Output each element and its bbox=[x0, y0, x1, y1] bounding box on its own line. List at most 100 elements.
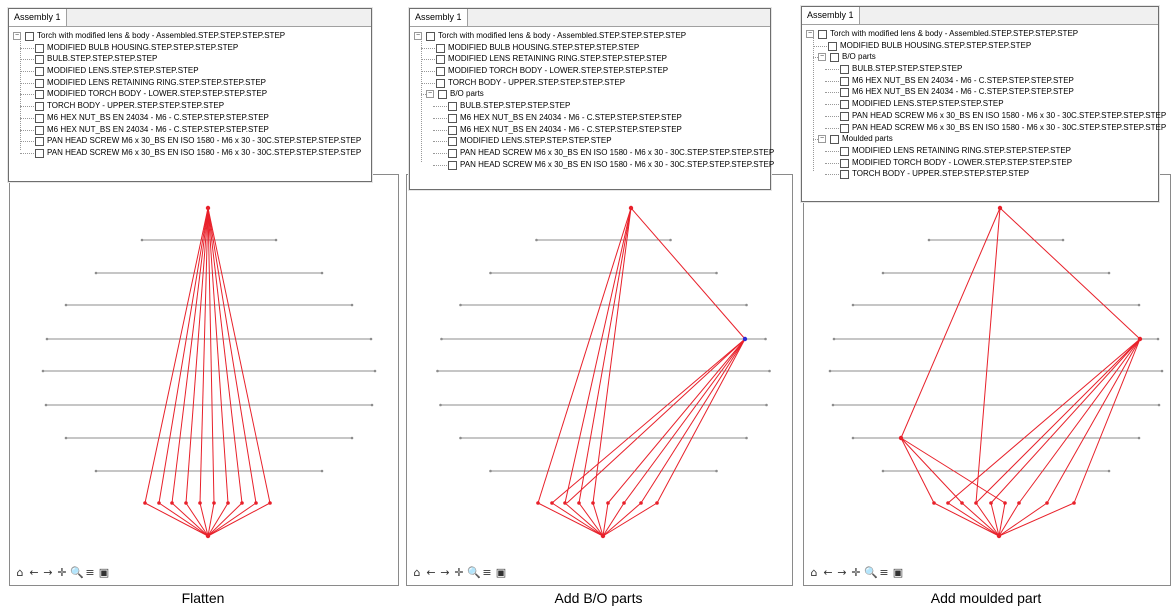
tree-checkbox[interactable] bbox=[436, 43, 445, 53]
tree-checkbox[interactable] bbox=[35, 78, 44, 88]
tree-checkbox[interactable] bbox=[35, 67, 44, 77]
tree-checkbox[interactable] bbox=[35, 125, 44, 135]
tree-checkbox[interactable] bbox=[438, 90, 447, 100]
tree-checkbox[interactable] bbox=[828, 41, 837, 51]
tree-item[interactable]: MODIFIED LENS.STEP.STEP.STEP.STEP bbox=[9, 65, 371, 77]
tree-checkbox[interactable] bbox=[436, 55, 445, 65]
zoom-icon[interactable]: 🔍 bbox=[70, 566, 84, 579]
tree-item[interactable]: MODIFIED BULB HOUSING.STEP.STEP.STEP.STE… bbox=[410, 42, 770, 54]
tree-item[interactable]: M6 HEX NUT_BS EN 24034 - M6 - C.STEP.STE… bbox=[802, 75, 1158, 87]
home-icon[interactable]: ⌂ bbox=[413, 566, 421, 579]
tree-item[interactable]: PAN HEAD SCREW M6 x 30_BS EN ISO 1580 - … bbox=[410, 159, 774, 171]
collapse-toggle-icon[interactable]: − bbox=[414, 32, 422, 40]
configure-icon[interactable]: ≡ bbox=[879, 566, 889, 579]
tree-checkbox[interactable] bbox=[436, 78, 445, 88]
tree-checkbox[interactable] bbox=[840, 146, 849, 156]
tree-item[interactable]: BULB.STEP.STEP.STEP.STEP bbox=[410, 100, 770, 112]
tree-checkbox[interactable] bbox=[35, 90, 44, 100]
tree-checkbox[interactable] bbox=[35, 113, 44, 123]
save-icon[interactable]: ▣ bbox=[495, 566, 507, 579]
tree-item[interactable]: BULB.STEP.STEP.STEP.STEP bbox=[802, 63, 1158, 75]
collapse-toggle-icon[interactable]: − bbox=[426, 90, 434, 99]
tree-group-node[interactable]: − B/O parts bbox=[410, 88, 770, 100]
tree-item[interactable]: TORCH BODY - UPPER.STEP.STEP.STEP.STEP bbox=[802, 168, 1158, 180]
tree-checkbox[interactable] bbox=[840, 158, 849, 168]
tree-item[interactable]: − Torch with modified lens & body - Assem… bbox=[9, 30, 371, 42]
tree-checkbox[interactable] bbox=[840, 123, 849, 133]
tab-assembly-1[interactable]: Assembly 1 bbox=[802, 7, 860, 24]
tree-item[interactable]: TORCH BODY - UPPER.STEP.STEP.STEP.STEP bbox=[410, 77, 770, 89]
tree-item[interactable]: PAN HEAD SCREW M6 x 30_BS EN ISO 1580 - … bbox=[802, 122, 1166, 134]
tab-assembly-1[interactable]: Assembly 1 bbox=[9, 9, 67, 26]
forward-arrow-icon[interactable]: → bbox=[440, 566, 450, 579]
tree-item[interactable]: MODIFIED LENS RETAINING RING.STEP.STEP.S… bbox=[9, 77, 371, 89]
tree-item[interactable]: MODIFIED BULB HOUSING.STEP.STEP.STEP.STE… bbox=[802, 40, 1158, 52]
tree-checkbox[interactable] bbox=[35, 55, 44, 65]
tree-item[interactable]: BULB.STEP.STEP.STEP.STEP bbox=[9, 53, 371, 65]
tree-group-node[interactable]: − Moulded parts bbox=[802, 133, 1158, 145]
tab-assembly-1[interactable]: Assembly 1 bbox=[410, 9, 468, 26]
tree-checkbox[interactable] bbox=[35, 102, 44, 112]
tree-item[interactable]: MODIFIED TORCH BODY - LOWER.STEP.STEP.ST… bbox=[9, 88, 371, 100]
graph-canvas[interactable]: ⌂ ← → ✛ 🔍 ≡ ▣ bbox=[406, 174, 793, 586]
tree-checkbox[interactable] bbox=[35, 137, 44, 147]
tree-item[interactable]: MODIFIED LENS RETAINING RING.STEP.STEP.S… bbox=[802, 145, 1158, 157]
configure-icon[interactable]: ≡ bbox=[85, 566, 95, 579]
graph-canvas[interactable]: ⌂ ← → ✛ 🔍 ≡ ▣ bbox=[803, 174, 1171, 586]
tree-checkbox[interactable] bbox=[840, 76, 849, 86]
graph-canvas[interactable]: ⌂ ← → ✛ 🔍 ≡ ▣ bbox=[9, 174, 399, 586]
tree-item[interactable]: PAN HEAD SCREW M6 x 30_BS EN ISO 1580 - … bbox=[9, 135, 371, 147]
tree-checkbox[interactable] bbox=[448, 102, 457, 112]
tree-item[interactable]: MODIFIED LENS.STEP.STEP.STEP.STEP bbox=[802, 98, 1158, 110]
tree-checkbox[interactable] bbox=[436, 67, 445, 77]
configure-icon[interactable]: ≡ bbox=[482, 566, 492, 579]
tree-item[interactable]: PAN HEAD SCREW M6 x 30_BS EN ISO 1580 - … bbox=[410, 147, 774, 159]
tree-item[interactable]: MODIFIED LENS RETAINING RING.STEP.STEP.S… bbox=[410, 53, 770, 65]
tree-item[interactable]: M6 HEX NUT_BS EN 24034 - M6 - C.STEP.STE… bbox=[802, 86, 1158, 98]
collapse-toggle-icon[interactable]: − bbox=[818, 135, 826, 144]
tree-checkbox[interactable] bbox=[448, 113, 457, 123]
tree-item[interactable]: M6 HEX NUT_BS EN 24034 - M6 - C.STEP.STE… bbox=[9, 112, 371, 124]
tree-item[interactable]: MODIFIED BULB HOUSING.STEP.STEP.STEP.STE… bbox=[9, 42, 371, 54]
forward-arrow-icon[interactable]: → bbox=[837, 566, 847, 579]
tree-item[interactable]: M6 HEX NUT_BS EN 24034 - M6 - C.STEP.STE… bbox=[410, 124, 770, 136]
pan-icon[interactable]: ✛ bbox=[454, 566, 464, 579]
back-arrow-icon[interactable]: ← bbox=[823, 566, 833, 579]
tree-item[interactable]: M6 HEX NUT_BS EN 24034 - M6 - C.STEP.STE… bbox=[9, 124, 371, 136]
tree-item[interactable]: MODIFIED TORCH BODY - LOWER.STEP.STEP.ST… bbox=[410, 65, 770, 77]
tree-checkbox[interactable] bbox=[840, 88, 849, 98]
back-arrow-icon[interactable]: ← bbox=[426, 566, 436, 579]
tree-checkbox[interactable] bbox=[35, 148, 44, 158]
home-icon[interactable]: ⌂ bbox=[16, 566, 24, 579]
zoom-icon[interactable]: 🔍 bbox=[864, 566, 878, 579]
tree-checkbox[interactable] bbox=[840, 100, 849, 110]
tree-item[interactable]: MODIFIED TORCH BODY - LOWER.STEP.STEP.ST… bbox=[802, 157, 1158, 169]
tree-checkbox[interactable] bbox=[448, 148, 457, 158]
tree-checkbox[interactable] bbox=[830, 53, 839, 63]
tree-item[interactable]: MODIFIED LENS.STEP.STEP.STEP.STEP bbox=[410, 135, 770, 147]
collapse-toggle-icon[interactable]: − bbox=[13, 32, 21, 40]
tree-item[interactable]: − Torch with modified lens & body - Assem… bbox=[410, 30, 770, 42]
tree-checkbox[interactable] bbox=[830, 135, 839, 145]
tree-checkbox[interactable] bbox=[448, 125, 457, 135]
tree-checkbox[interactable] bbox=[840, 111, 849, 121]
save-icon[interactable]: ▣ bbox=[892, 566, 904, 579]
pan-icon[interactable]: ✛ bbox=[57, 566, 67, 579]
tree-checkbox[interactable] bbox=[448, 160, 457, 170]
collapse-toggle-icon[interactable]: − bbox=[818, 53, 826, 62]
forward-arrow-icon[interactable]: → bbox=[43, 566, 53, 579]
tree-checkbox[interactable] bbox=[840, 170, 849, 180]
tree-item[interactable]: PAN HEAD SCREW M6 x 30_BS EN ISO 1580 - … bbox=[802, 110, 1166, 122]
tree-checkbox[interactable] bbox=[818, 30, 827, 39]
tree-checkbox[interactable] bbox=[840, 65, 849, 75]
home-icon[interactable]: ⌂ bbox=[810, 566, 818, 579]
pan-icon[interactable]: ✛ bbox=[851, 566, 861, 579]
tree-item[interactable]: TORCH BODY - UPPER.STEP.STEP.STEP.STEP bbox=[9, 100, 371, 112]
tree-item[interactable]: − Torch with modified lens & body - Assem… bbox=[802, 28, 1158, 40]
back-arrow-icon[interactable]: ← bbox=[29, 566, 39, 579]
tree-checkbox[interactable] bbox=[25, 32, 34, 41]
tree-checkbox[interactable] bbox=[426, 32, 435, 41]
tree-checkbox[interactable] bbox=[448, 137, 457, 147]
collapse-toggle-icon[interactable]: − bbox=[806, 30, 814, 38]
zoom-icon[interactable]: 🔍 bbox=[467, 566, 481, 579]
